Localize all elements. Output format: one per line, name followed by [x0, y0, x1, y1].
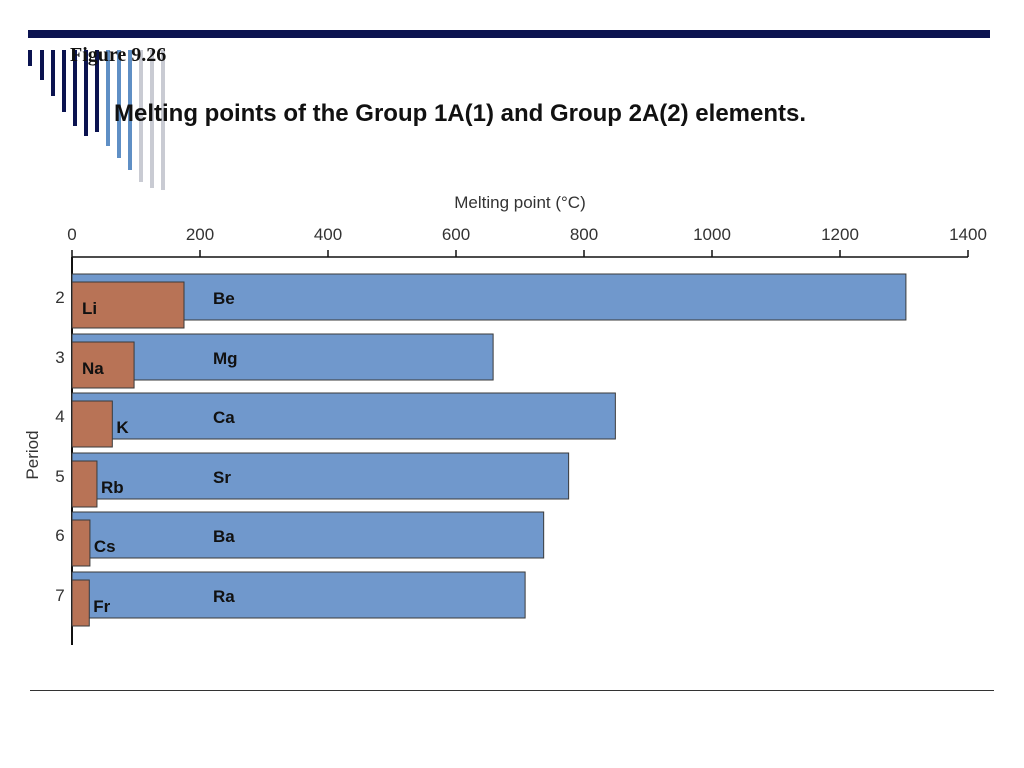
- bar-group2a-ra: [71, 571, 526, 619]
- bar-group2a-mg: [71, 333, 494, 381]
- melting-point-chart: 0 200 400 600 800 1000 1200 1400 2 3 4 5 6 7 Be Li Mg N…: [23, 193, 987, 645]
- label-group2a-mg: Mg: [213, 349, 238, 368]
- decorative-bar: [62, 50, 66, 112]
- period-label: 2: [55, 288, 64, 307]
- bar-group1a-li: [71, 281, 185, 329]
- decorative-bars: [28, 50, 165, 190]
- decorative-bar: [117, 50, 121, 158]
- x-tick-label: 200: [186, 225, 214, 244]
- decorative-bar: [28, 50, 32, 66]
- x-tick-label: 800: [570, 225, 598, 244]
- x-tick-label: 0: [67, 225, 76, 244]
- bar-group1a-rb: [71, 460, 98, 508]
- label-group1a-cs: Cs: [94, 537, 116, 556]
- label-group2a-sr: Sr: [213, 468, 231, 487]
- bar-group2a-ba: [71, 511, 545, 559]
- label-group1a-li: Li: [82, 299, 97, 318]
- period-label: 6: [55, 526, 64, 545]
- label-group1a-fr: Fr: [93, 597, 110, 616]
- label-group2a-ba: Ba: [213, 527, 235, 546]
- decorative-bar: [84, 50, 88, 136]
- bar-group1a-cs: [71, 519, 91, 567]
- decorative-bar: [106, 50, 110, 146]
- decorative-bar: [95, 50, 99, 132]
- x-axis-title: Melting point (°C): [454, 193, 586, 212]
- y-axis: 2 3 4 5 6 7: [55, 257, 73, 645]
- x-tick-label: 1400: [949, 225, 987, 244]
- label-group2a-ra: Ra: [213, 587, 235, 606]
- label-group1a-na: Na: [82, 359, 104, 378]
- decorative-bar: [161, 50, 165, 190]
- x-tick-label: 400: [314, 225, 342, 244]
- x-axis: 0 200 400 600 800 1000 1200 1400: [67, 225, 987, 258]
- period-label: 3: [55, 348, 64, 367]
- bottom-rule: [30, 690, 994, 691]
- bar-group2a-ca: [71, 392, 616, 440]
- decorative-bar: [73, 50, 77, 126]
- bar-group2a-sr: [71, 452, 570, 500]
- label-group2a-ca: Ca: [213, 408, 235, 427]
- period-label: 5: [55, 467, 64, 486]
- decorative-bar: [128, 50, 132, 170]
- y-axis-title: Period: [23, 430, 42, 479]
- period-label: 7: [55, 586, 64, 605]
- decorative-bar: [150, 50, 154, 188]
- bar-group1a-fr: [71, 579, 90, 627]
- bar-group1a-k: [71, 400, 113, 448]
- top-rule: [28, 30, 990, 38]
- period-label: 4: [55, 407, 64, 426]
- bar-group2a-be: [71, 273, 907, 321]
- label-group1a-k: K: [116, 418, 129, 437]
- bar-group1a-na: [71, 341, 135, 389]
- decorative-bar: [40, 50, 44, 80]
- slide-title: Melting points of the Group 1A(1) and Gr…: [114, 100, 807, 127]
- figure-label: Figure 9.26: [70, 44, 167, 66]
- label-group1a-rb: Rb: [101, 478, 124, 497]
- bars: Be Li Mg Na Ca K Sr Rb Ba Cs Ra Fr: [71, 273, 907, 627]
- x-tick-label: 600: [442, 225, 470, 244]
- decorative-bar: [51, 50, 55, 96]
- x-tick-label: 1200: [821, 225, 859, 244]
- decorative-bar: [139, 50, 143, 182]
- label-group2a-be: Be: [213, 289, 235, 308]
- x-tick-label: 1000: [693, 225, 731, 244]
